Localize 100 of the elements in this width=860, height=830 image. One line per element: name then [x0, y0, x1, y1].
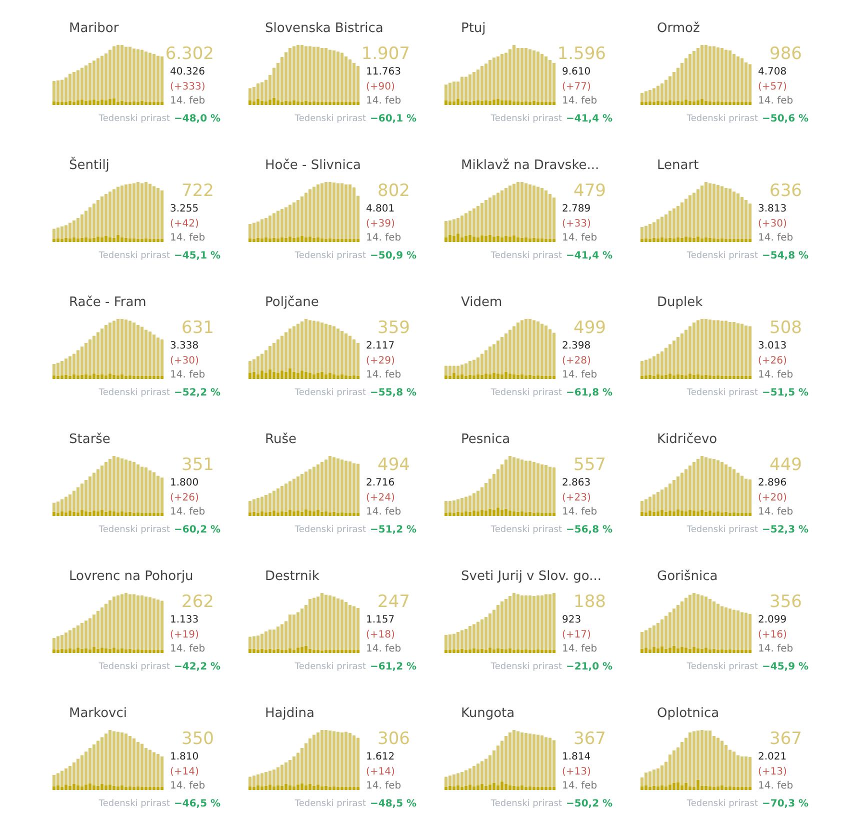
bar — [680, 647, 684, 653]
bar — [124, 46, 128, 102]
bar — [52, 638, 56, 650]
bar — [80, 510, 84, 516]
bar — [740, 612, 744, 650]
bar — [452, 219, 456, 236]
bar — [156, 513, 160, 516]
text: 351 — [182, 455, 214, 475]
chart-title: Maribor — [69, 21, 120, 36]
bar — [120, 186, 124, 238]
bar — [92, 785, 96, 790]
bar — [640, 376, 644, 379]
bar — [696, 511, 700, 516]
bar — [476, 237, 480, 242]
bar — [516, 458, 520, 512]
bar — [264, 786, 268, 790]
bar — [552, 787, 556, 790]
bar — [256, 513, 260, 516]
bar — [536, 734, 540, 787]
bar — [280, 764, 284, 786]
bar — [276, 626, 280, 649]
text: Tedenski prirast — [98, 662, 170, 672]
bar — [352, 606, 356, 650]
text: 2.789 — [562, 204, 591, 214]
bar — [304, 192, 308, 238]
bar — [696, 100, 700, 105]
bar — [500, 782, 504, 790]
bar — [460, 772, 464, 787]
text: 4.801 — [366, 204, 395, 214]
text: 923 — [562, 614, 582, 626]
bar — [68, 630, 72, 648]
bar — [532, 462, 536, 513]
bar — [312, 786, 316, 790]
bar — [320, 593, 324, 651]
bar — [680, 785, 684, 790]
bar — [288, 48, 292, 102]
bar — [316, 184, 320, 238]
bar — [528, 650, 532, 653]
bar — [472, 72, 476, 101]
bar — [700, 456, 704, 510]
bar — [500, 100, 504, 105]
bar — [68, 648, 72, 653]
bar — [132, 738, 136, 787]
bar — [724, 745, 728, 787]
bar — [472, 786, 476, 790]
bar — [100, 196, 104, 238]
bar — [88, 512, 92, 516]
bar — [152, 598, 156, 650]
bar — [108, 99, 112, 105]
text: (+42) — [170, 218, 200, 230]
bar — [704, 45, 708, 101]
bar — [344, 102, 348, 105]
text: (+29) — [366, 356, 396, 366]
bar — [144, 787, 148, 790]
bar — [512, 326, 516, 374]
bar — [316, 237, 320, 242]
bar — [60, 226, 64, 239]
bar — [300, 236, 304, 242]
bar — [292, 202, 296, 238]
bar — [552, 198, 556, 239]
text: 350 — [182, 729, 214, 749]
bar — [344, 56, 348, 102]
bar — [140, 787, 144, 790]
bar — [476, 511, 480, 516]
text: −42,2 % — [174, 662, 221, 672]
bar — [708, 46, 712, 102]
text: (+57) — [758, 82, 788, 92]
bar — [352, 339, 356, 376]
bar — [640, 512, 644, 516]
bar — [124, 238, 128, 242]
bar — [344, 460, 348, 513]
bar — [128, 594, 132, 649]
bar — [448, 376, 452, 379]
text: Tedenski prirast — [294, 388, 366, 398]
bar — [276, 100, 280, 105]
bar — [700, 730, 704, 786]
text: (+90) — [366, 82, 396, 92]
bar — [484, 374, 488, 379]
bar — [644, 499, 648, 512]
bar — [740, 787, 744, 790]
bar — [156, 102, 160, 105]
text: 14. feb — [562, 780, 598, 792]
bar — [88, 339, 92, 376]
bar — [452, 786, 456, 790]
bar — [336, 458, 340, 513]
bar — [148, 650, 152, 653]
bar — [84, 210, 88, 238]
bar — [296, 237, 300, 242]
bar — [444, 513, 448, 516]
bar — [472, 648, 476, 653]
bar — [156, 188, 160, 239]
bar — [100, 784, 104, 790]
bar — [100, 607, 104, 648]
bar — [80, 755, 84, 786]
bar — [76, 758, 80, 786]
bar — [520, 238, 524, 242]
bar — [76, 625, 80, 648]
text: 3.338 — [170, 340, 199, 352]
text: (+24) — [366, 492, 396, 504]
chart-title: Kidričevo — [657, 432, 718, 447]
